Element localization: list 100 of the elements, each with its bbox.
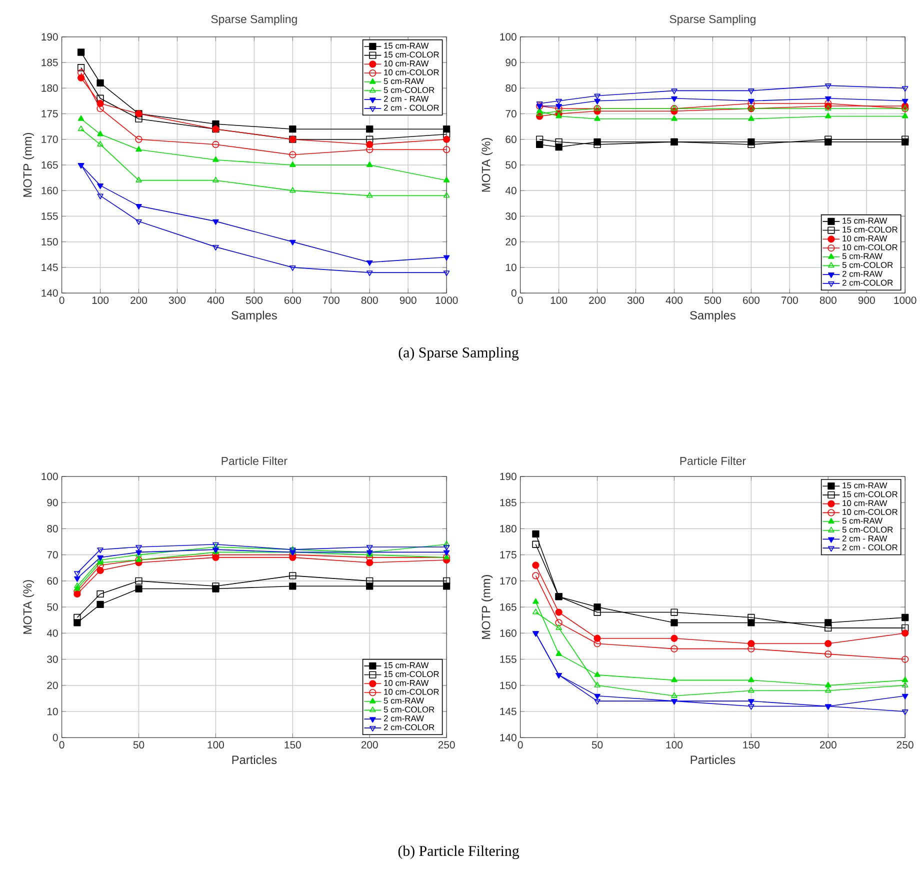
legend-label: 2 cm - RAW [842, 535, 888, 542]
y-tick-label: 185 [42, 58, 58, 66]
x-tick-label: 400 [207, 296, 224, 304]
y-tick-label: 70 [506, 110, 516, 118]
y-tick-label: 30 [506, 212, 516, 220]
y-tick-label: 165 [500, 603, 516, 611]
legend-label: 10 cm-COLOR [384, 69, 439, 76]
y-tick-label: 20 [47, 682, 58, 690]
y-tick-label: 175 [500, 551, 516, 558]
legend-label: 10 cm-COLOR [842, 508, 898, 515]
legend-label: 10 cm-RAW [384, 60, 429, 66]
y-tick-label: 180 [42, 84, 58, 92]
legend-label: 5 cm-COLOR [842, 526, 893, 533]
legend-label: 2 cm-RAW [384, 715, 424, 722]
y-tick-label: 0 [511, 289, 516, 297]
y-tick-label: 100 [42, 472, 58, 480]
y-tick-label: 160 [500, 629, 516, 637]
legend-label: 15 cm-RAW [384, 662, 429, 668]
y-tick-label: 80 [506, 84, 516, 92]
y-tick-label: 190 [42, 33, 58, 40]
legend-label: 5 cm-RAW [842, 518, 883, 524]
legend-label: 5 cm-RAW [384, 698, 424, 704]
x-axis-title: Samples [690, 310, 736, 322]
y-tick-label: 185 [500, 498, 516, 506]
x-axis-title: Particles [690, 755, 736, 764]
y-tick-label: 140 [500, 734, 516, 742]
x-tick-label: 500 [246, 296, 262, 304]
legend-label: 15 cm-COLOR [842, 491, 898, 498]
legend-label: 15 cm-COLOR [384, 671, 439, 677]
chart-title: Sparse Sampling [670, 14, 756, 26]
legend-label: 2 cm - COLOR [384, 104, 439, 111]
x-tick-label: 100 [92, 296, 109, 304]
legend-label: 2 cm - RAW [384, 96, 429, 102]
legend-label: 5 cm-RAW [384, 78, 424, 84]
y-tick-label: 190 [500, 472, 516, 480]
legend-label: 2 cm - COLOR [842, 544, 898, 550]
y-axis-title: MOTA (%) [482, 138, 493, 192]
y-tick-label: 145 [500, 708, 516, 716]
legend-label: 15 cm-RAW [842, 482, 888, 488]
x-tick-label: 700 [322, 296, 340, 304]
x-tick-label: 700 [781, 296, 798, 304]
legend-label: 5 cm-RAW [842, 253, 883, 259]
x-tick-label: 100 [208, 741, 224, 748]
y-tick-label: 70 [47, 551, 58, 558]
y-tick-label: 90 [506, 58, 516, 66]
x-tick-label: 100 [666, 741, 683, 748]
legend-label: 5 cm-COLOR [842, 262, 893, 268]
legend-label: 5 cm-COLOR [384, 86, 434, 93]
text: (a) Sparse Sampling [398, 347, 519, 361]
x-tick-label: 600 [743, 296, 760, 304]
y-axis-title: MOTP (mm) [22, 132, 34, 197]
y-tick-label: 10 [506, 264, 516, 272]
y-tick-label: 140 [42, 289, 58, 297]
x-tick-label: 300 [627, 296, 644, 304]
x-tick-label: 800 [361, 296, 378, 304]
y-tick-label: 150 [42, 238, 58, 246]
x-tick-label: 250 [896, 741, 914, 748]
x-tick-label: 0 [59, 741, 64, 748]
legend-label: 5 cm-COLOR [384, 706, 434, 712]
x-tick-label: 300 [168, 296, 186, 304]
legend-label: 15 cm-RAW [842, 218, 888, 224]
y-tick-label: 155 [42, 212, 58, 220]
y-tick-label: 100 [500, 33, 516, 40]
x-tick-label: 50 [133, 741, 144, 748]
legend-label: 10 cm-RAW [842, 500, 888, 506]
chart-title: Sparse Sampling [211, 14, 297, 26]
legend-label: 2 cm-COLOR [842, 280, 893, 286]
legend-label: 10 cm-RAW [384, 680, 429, 686]
legend-label: 15 cm-RAW [384, 42, 429, 49]
text: (b) Particle Filtering [398, 845, 520, 859]
x-tick-label: 0 [518, 296, 523, 304]
legend-label: 15 cm-COLOR [842, 226, 898, 232]
x-tick-label: 200 [361, 741, 378, 748]
y-tick-label: 40 [46, 629, 58, 637]
x-tick-label: 800 [820, 296, 836, 304]
y-tick-label: 180 [500, 524, 516, 532]
x-tick-label: 150 [284, 741, 301, 748]
y-tick-label: 50 [506, 161, 516, 169]
legend-label: 10 cm-COLOR [384, 688, 439, 695]
y-axis-title: MOTP (mm) [482, 574, 493, 639]
x-tick-label: 200 [130, 296, 148, 304]
y-tick-label: 175 [42, 110, 58, 118]
x-tick-label: 1000 [894, 296, 916, 304]
x-tick-label: 200 [589, 296, 606, 304]
legend-label: 10 cm-COLOR [842, 244, 898, 250]
y-tick-label: 40 [505, 186, 516, 194]
x-tick-label: 900 [858, 296, 875, 304]
x-axis-title: Particles [232, 755, 277, 764]
legend-label: 10 cm-RAW [842, 235, 888, 242]
y-tick-label: 60 [506, 136, 516, 143]
chart-title: Particle Filter [222, 456, 288, 465]
y-tick-label: 20 [506, 238, 516, 246]
x-axis-title: Samples [232, 310, 277, 322]
x-tick-label: 600 [284, 296, 301, 304]
x-tick-label: 900 [400, 296, 416, 304]
y-tick-label: 150 [500, 682, 516, 690]
x-tick-label: 0 [518, 741, 523, 748]
y-tick-label: 165 [42, 161, 58, 169]
x-tick-label: 50 [592, 741, 603, 748]
x-tick-label: 250 [438, 741, 455, 748]
